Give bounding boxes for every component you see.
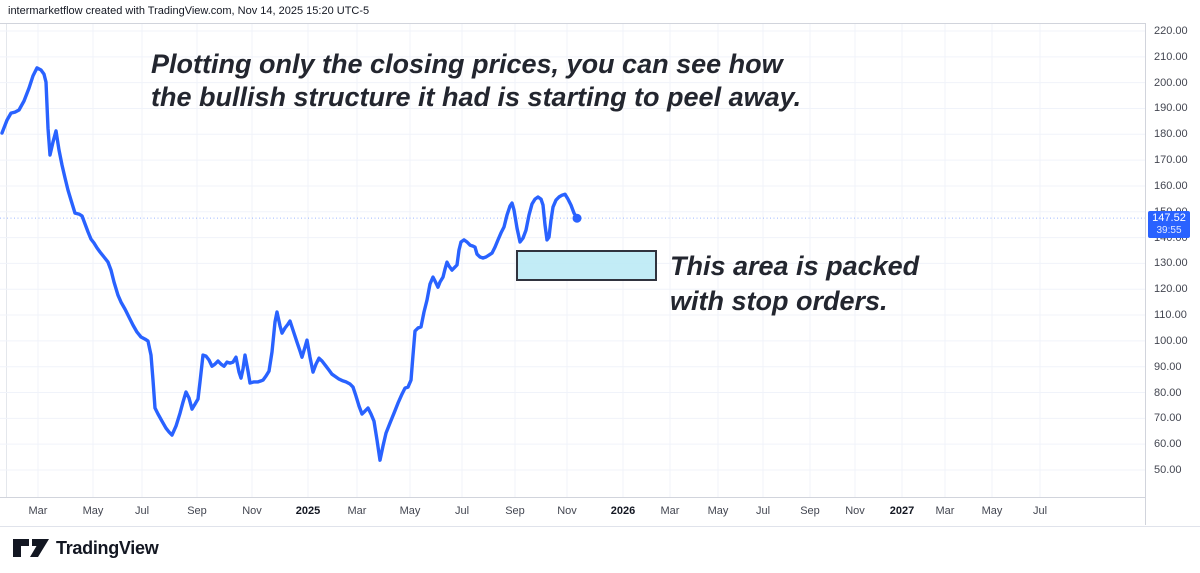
price-tick-label: 120.00 bbox=[1154, 283, 1188, 296]
time-tick-label: May bbox=[399, 505, 421, 517]
time-tick-label: Mar bbox=[660, 505, 680, 517]
annotation-line: with stop orders. bbox=[670, 286, 888, 316]
time-tick-label: Nov bbox=[557, 505, 577, 517]
time-tick-label: Jul bbox=[134, 505, 150, 517]
price-tick-label: 80.00 bbox=[1154, 386, 1182, 399]
annotation-line: the bullish structure it had is starting… bbox=[151, 82, 802, 112]
time-tick-label: May bbox=[707, 505, 729, 517]
annotation-line: Plotting only the closing prices, you ca… bbox=[151, 49, 783, 79]
last-price-dot bbox=[572, 213, 582, 223]
chart-plot-area[interactable] bbox=[0, 0, 1145, 497]
price-tick-label: 190.00 bbox=[1154, 102, 1188, 115]
time-tick-label: Sep bbox=[800, 505, 820, 517]
tradingview-logo-icon bbox=[13, 539, 49, 557]
tradingview-logo[interactable]: TradingView bbox=[13, 537, 159, 559]
time-axis[interactable]: Mar May Jul Sep Nov 2025 Mar May Jul Sep Nov 2026 Ma… bbox=[0, 497, 1200, 527]
price-tick-label: 110.00 bbox=[1154, 309, 1187, 322]
time-tick-label: Mar bbox=[28, 505, 48, 517]
attribution-text: intermarketflow created with TradingView… bbox=[8, 5, 370, 17]
time-tick-label: Sep bbox=[187, 505, 207, 517]
price-tick-label: 210.00 bbox=[1154, 50, 1188, 63]
price-tick-label: 160.00 bbox=[1154, 179, 1188, 192]
time-tick-label: Mar bbox=[347, 505, 367, 517]
price-tick-label: 70.00 bbox=[1154, 412, 1182, 425]
time-tick-label: Nov bbox=[845, 505, 865, 517]
last-price-badge: 147.52 39:55 bbox=[1148, 210, 1190, 238]
price-tick-label: 130.00 bbox=[1154, 257, 1188, 270]
time-tick-label: Sep bbox=[505, 505, 525, 517]
bar-countdown-timer: 39:55 bbox=[1156, 224, 1182, 236]
time-tick-label: May bbox=[82, 505, 104, 517]
annotation-stop-orders[interactable]: This area is packed with stop orders. bbox=[670, 249, 919, 319]
time-tick-label: Jul bbox=[755, 505, 771, 517]
chart-left-edge bbox=[6, 24, 7, 497]
time-tick-label: Jul bbox=[1032, 505, 1048, 517]
price-tick-label: 60.00 bbox=[1154, 438, 1182, 451]
price-tick-label: 90.00 bbox=[1154, 360, 1182, 373]
time-tick-label: 2027 bbox=[889, 505, 915, 517]
price-tick-label: 50.00 bbox=[1154, 464, 1182, 476]
time-tick-label: May bbox=[981, 505, 1003, 517]
price-tick-label: 170.00 bbox=[1154, 154, 1188, 167]
price-tick-label: 220.00 bbox=[1154, 25, 1188, 37]
price-tick-label: 180.00 bbox=[1154, 128, 1188, 141]
close-price-line-series[interactable] bbox=[0, 66, 579, 462]
time-tick-label: 2025 bbox=[295, 505, 321, 517]
annotation-closing-prices[interactable]: Plotting only the closing prices, you ca… bbox=[151, 48, 801, 114]
price-tick-label: 200.00 bbox=[1154, 76, 1188, 89]
tradingview-logo-text: TradingView bbox=[56, 537, 159, 558]
price-axis[interactable]: 147.52 39:55 220.00 210.00 200.00 190.00 180… bbox=[1145, 23, 1200, 525]
price-tick-label: 100.00 bbox=[1154, 334, 1188, 347]
time-tick-label: Mar bbox=[935, 505, 955, 517]
time-tick-label: 2026 bbox=[610, 505, 636, 517]
annotation-line: This area is packed bbox=[670, 251, 920, 281]
stop-orders-rectangle-drawing[interactable] bbox=[516, 250, 657, 281]
time-tick-label: Jul bbox=[454, 505, 470, 517]
time-tick-label: Nov bbox=[242, 505, 262, 517]
last-price-value: 147.52 bbox=[1152, 211, 1186, 224]
chart-top-border bbox=[0, 23, 1200, 24]
